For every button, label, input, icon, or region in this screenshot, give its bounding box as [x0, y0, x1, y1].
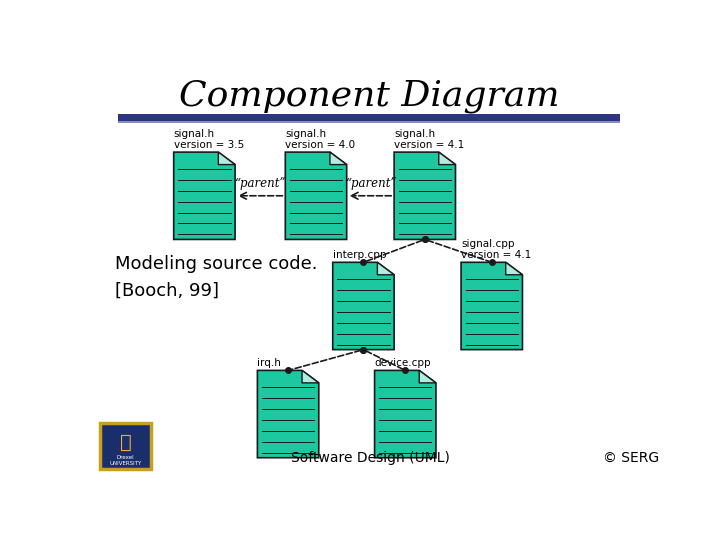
Text: version = 4.0: version = 4.0 [285, 140, 356, 150]
Text: Modeling source code.: Modeling source code. [115, 255, 318, 273]
Text: device.cpp: device.cpp [374, 359, 431, 368]
Polygon shape [374, 370, 436, 458]
Text: interp.cpp: interp.cpp [333, 250, 386, 260]
Text: version = 4.1: version = 4.1 [394, 140, 464, 150]
Polygon shape [461, 262, 523, 349]
Text: signal.h: signal.h [174, 129, 215, 139]
Text: © SERG: © SERG [603, 451, 660, 465]
Text: signal.cpp: signal.cpp [461, 239, 515, 249]
Text: Software Design (UML): Software Design (UML) [291, 451, 450, 465]
Polygon shape [218, 152, 235, 165]
Polygon shape [505, 262, 523, 275]
Text: “parent”: “parent” [235, 177, 286, 190]
Polygon shape [419, 370, 436, 383]
Polygon shape [174, 152, 235, 239]
Polygon shape [258, 370, 319, 458]
Bar [118, 114, 620, 121]
Polygon shape [438, 152, 456, 165]
Polygon shape [302, 370, 319, 383]
Text: [Booch, 99]: [Booch, 99] [115, 282, 219, 300]
Text: signal.h: signal.h [285, 129, 326, 139]
Polygon shape [333, 262, 394, 349]
Text: signal.h: signal.h [394, 129, 435, 139]
Text: version = 4.1: version = 4.1 [461, 250, 531, 260]
Bar [118, 121, 620, 123]
Text: “parent”: “parent” [345, 177, 397, 190]
Polygon shape [394, 152, 456, 239]
Polygon shape [330, 152, 347, 165]
Polygon shape [377, 262, 394, 275]
Bar [100, 423, 151, 469]
Text: Drexel
UNIVERSITY: Drexel UNIVERSITY [109, 455, 142, 466]
Text: version = 3.5: version = 3.5 [174, 140, 244, 150]
Text: 🐉: 🐉 [120, 433, 132, 452]
Text: irq.h: irq.h [258, 359, 282, 368]
Text: Component Diagram: Component Diagram [179, 79, 559, 113]
Polygon shape [285, 152, 347, 239]
